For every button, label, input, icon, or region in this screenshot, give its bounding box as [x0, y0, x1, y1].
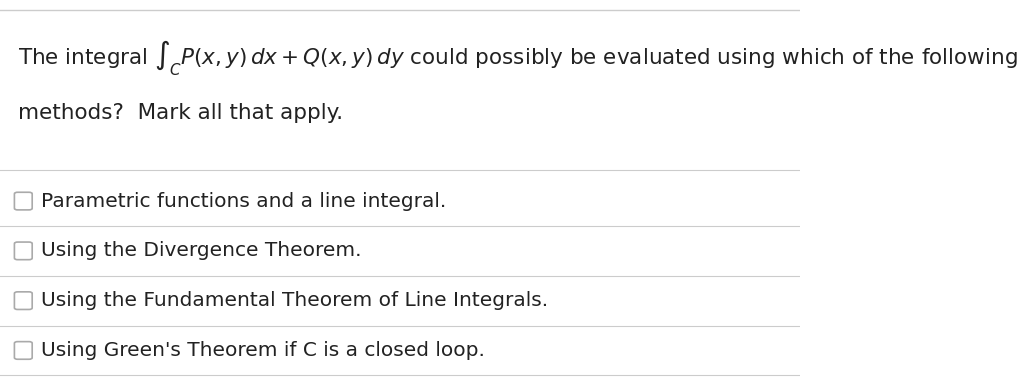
Text: Using the Divergence Theorem.: Using the Divergence Theorem. — [41, 241, 361, 260]
Text: methods?  Mark all that apply.: methods? Mark all that apply. — [17, 103, 343, 123]
FancyBboxPatch shape — [14, 292, 32, 309]
FancyBboxPatch shape — [14, 342, 32, 359]
FancyBboxPatch shape — [14, 192, 32, 210]
Text: Parametric functions and a line integral.: Parametric functions and a line integral… — [41, 192, 446, 211]
Text: Using Green's Theorem if C is a closed loop.: Using Green's Theorem if C is a closed l… — [41, 341, 485, 360]
FancyBboxPatch shape — [14, 242, 32, 260]
Text: Using the Fundamental Theorem of Line Integrals.: Using the Fundamental Theorem of Line In… — [41, 291, 548, 310]
Text: The integral $\int_C P(x,y)\,dx + Q(x,y)\,dy$ could possibly be evaluated using : The integral $\int_C P(x,y)\,dx + Q(x,y)… — [17, 38, 1017, 78]
